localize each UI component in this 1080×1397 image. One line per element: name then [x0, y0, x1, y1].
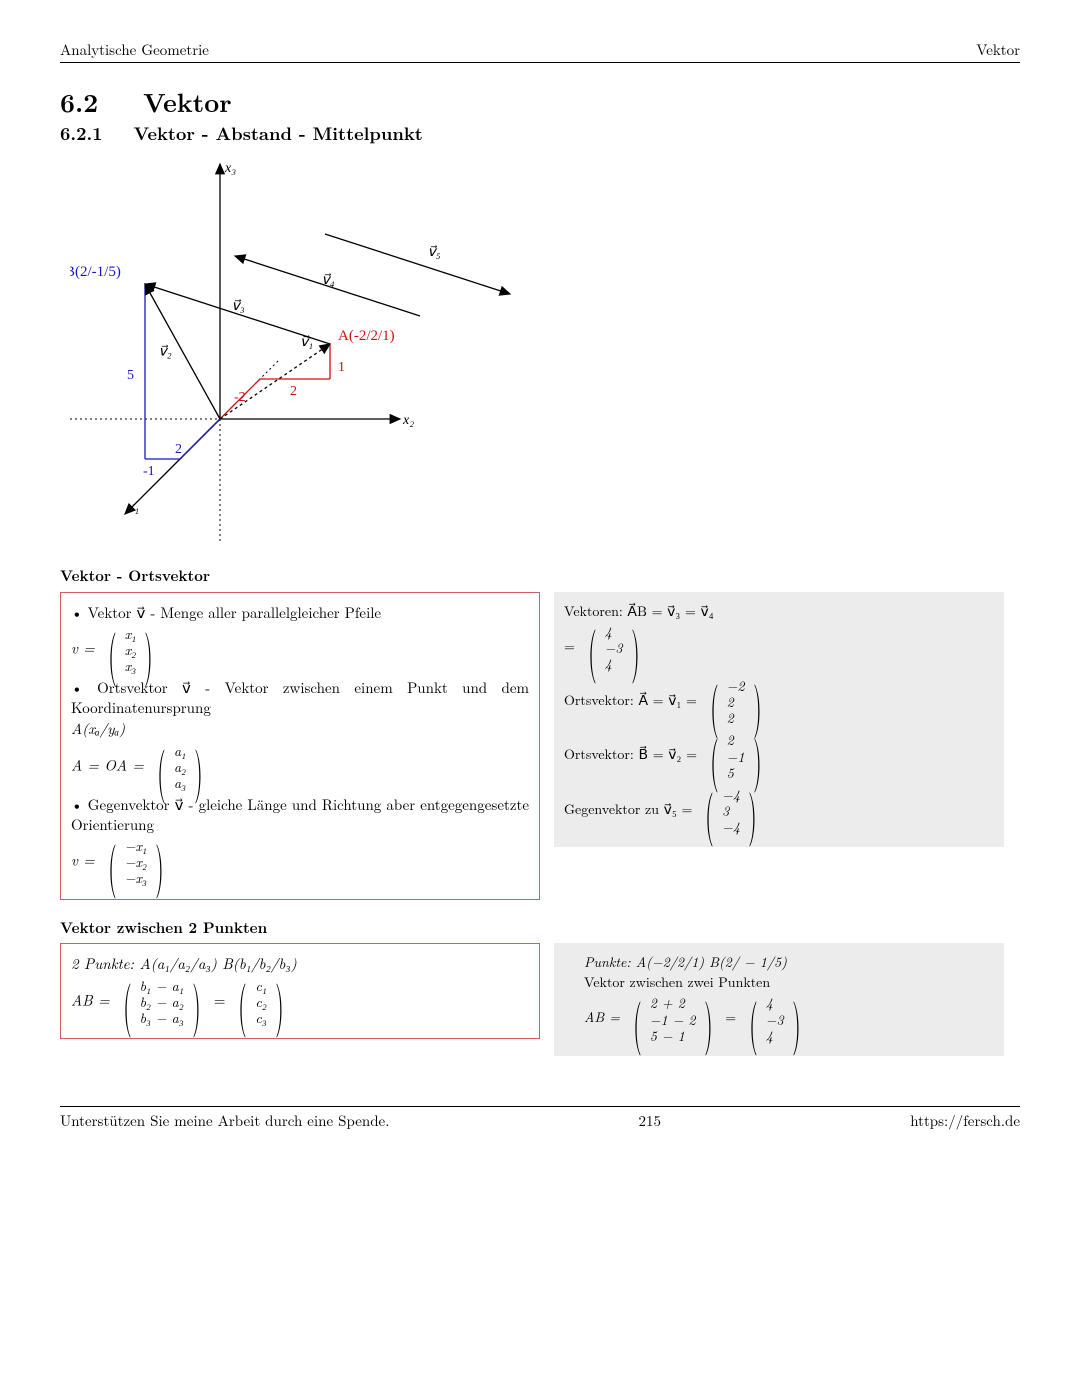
footer-right: https://fersch.de: [910, 1111, 1020, 1131]
header-right: Vektor: [976, 40, 1020, 60]
block1-row: Vektor v⃗ - Menge aller parallelgleicher…: [60, 592, 1020, 900]
svg-text:v⃗₄: v⃗₄: [322, 273, 335, 288]
example-eq: Gegenvektor zu v⃗₅ = (−43−4): [564, 785, 994, 837]
coordinate-diagram: x₃x₂x₁-2212-15v⃗₁v⃗₂v⃗₃v⃗₄v⃗₅A(-2/2/1)B(…: [70, 154, 1020, 549]
section-title-text: Vektor: [143, 83, 231, 120]
svg-text:-2: -2: [234, 390, 246, 405]
svg-text:x₃: x₃: [224, 161, 236, 176]
theory-line: 2 Punkte: A(a₁/a₂/a₃) B(b₁/b₂/b₃): [71, 954, 529, 974]
header-left: Analytische Geometrie: [60, 40, 209, 60]
block2-row: 2 Punkte: A(a₁/a₂/a₃) B(b₁/b₂/b₃) A⃗B = …: [60, 943, 1020, 1056]
example-eq: Ortsvektor: A⃗ = v⃗₁ = (−222): [564, 676, 994, 728]
example-eq: A⃗B = (2 + 2−1 − 25 − 1) = (4−34): [584, 993, 994, 1045]
example-eq: = (4−34): [564, 622, 994, 674]
theory-point: A(xₐ/yₐ): [71, 719, 529, 739]
svg-text:x₂: x₂: [402, 413, 414, 428]
theory-eq: A⃗ = O⃗A = (a₁a₂a₃): [71, 741, 529, 793]
subsection-number: 6.2.1: [60, 121, 103, 146]
svg-text:v⃗₅: v⃗₅: [428, 245, 441, 260]
svg-text:2: 2: [175, 442, 182, 457]
svg-text:x₁: x₁: [127, 500, 139, 515]
theory-line: Ortsvektor v⃗ - Vektor zwischen einem Pu…: [71, 678, 529, 717]
footer-page-number: 215: [639, 1111, 662, 1131]
block2-theory: 2 Punkte: A(a₁/a₂/a₃) B(b₁/b₂/b₃) A⃗B = …: [60, 943, 540, 1039]
theory-eq: A⃗B = (b₁ − a₁b₂ − a₂b₃ − a₃) = (c₁c₂c₃): [71, 976, 529, 1028]
subsection-heading: 6.2.1 Vektor - Abstand - Mittelpunkt: [60, 122, 1020, 145]
block2-example: Punkte: A(−2/2/1) B(2/ − 1/5) Vektor zwi…: [554, 943, 1004, 1056]
theory-eq: v⃗ = (−x₁−x₂−x₃): [71, 836, 529, 888]
svg-text:1: 1: [338, 360, 345, 375]
example-eq: Ortsvektor: B⃗ = v⃗₂ = (2−15): [564, 730, 994, 782]
theory-line: Gegenvektor v⃗ - gleiche Länge und Richt…: [71, 795, 529, 834]
section-heading: 6.2 Vektor: [60, 85, 1020, 119]
block1-title: Vektor - Ortsvektor: [60, 566, 1020, 586]
example-line: Punkte: A(−2/2/1) B(2/ − 1/5): [584, 953, 994, 971]
svg-text:v⃗₂: v⃗₂: [159, 344, 172, 359]
block2-title: Vektor zwischen 2 Punkten: [60, 918, 1020, 938]
footer-left: Unterstützen Sie meine Arbeit durch eine…: [60, 1111, 389, 1131]
diagram-svg: x₃x₂x₁-2212-15v⃗₁v⃗₂v⃗₃v⃗₄v⃗₅A(-2/2/1)B(…: [70, 154, 530, 544]
svg-text:5: 5: [127, 368, 134, 383]
svg-text:A(-2/2/1): A(-2/2/1): [338, 328, 395, 344]
page-header: Analytische Geometrie Vektor: [60, 40, 1020, 63]
block1-theory: Vektor v⃗ - Menge aller parallelgleicher…: [60, 592, 540, 900]
subsection-title-text: Vektor - Abstand - Mittelpunkt: [134, 121, 423, 146]
page-footer: Unterstützen Sie meine Arbeit durch eine…: [60, 1106, 1020, 1131]
theory-eq: v⃗ = (x₁x₂x₃): [71, 624, 529, 676]
example-line: Vektor zwischen zwei Punkten: [584, 973, 994, 991]
svg-text:-1: -1: [143, 464, 155, 479]
theory-line: Vektor v⃗ - Menge aller parallelgleicher…: [71, 603, 529, 623]
section-number: 6.2: [60, 83, 98, 120]
svg-text:v⃗₃: v⃗₃: [232, 299, 245, 314]
block1-example: Vektoren: A⃗B = v⃗₃ = v⃗₄ = (4−34) Ortsv…: [554, 592, 1004, 847]
svg-text:2: 2: [290, 384, 297, 399]
svg-text:B(2/-1/5): B(2/-1/5): [70, 264, 121, 280]
example-line: Vektoren: A⃗B = v⃗₃ = v⃗₄: [564, 602, 994, 620]
